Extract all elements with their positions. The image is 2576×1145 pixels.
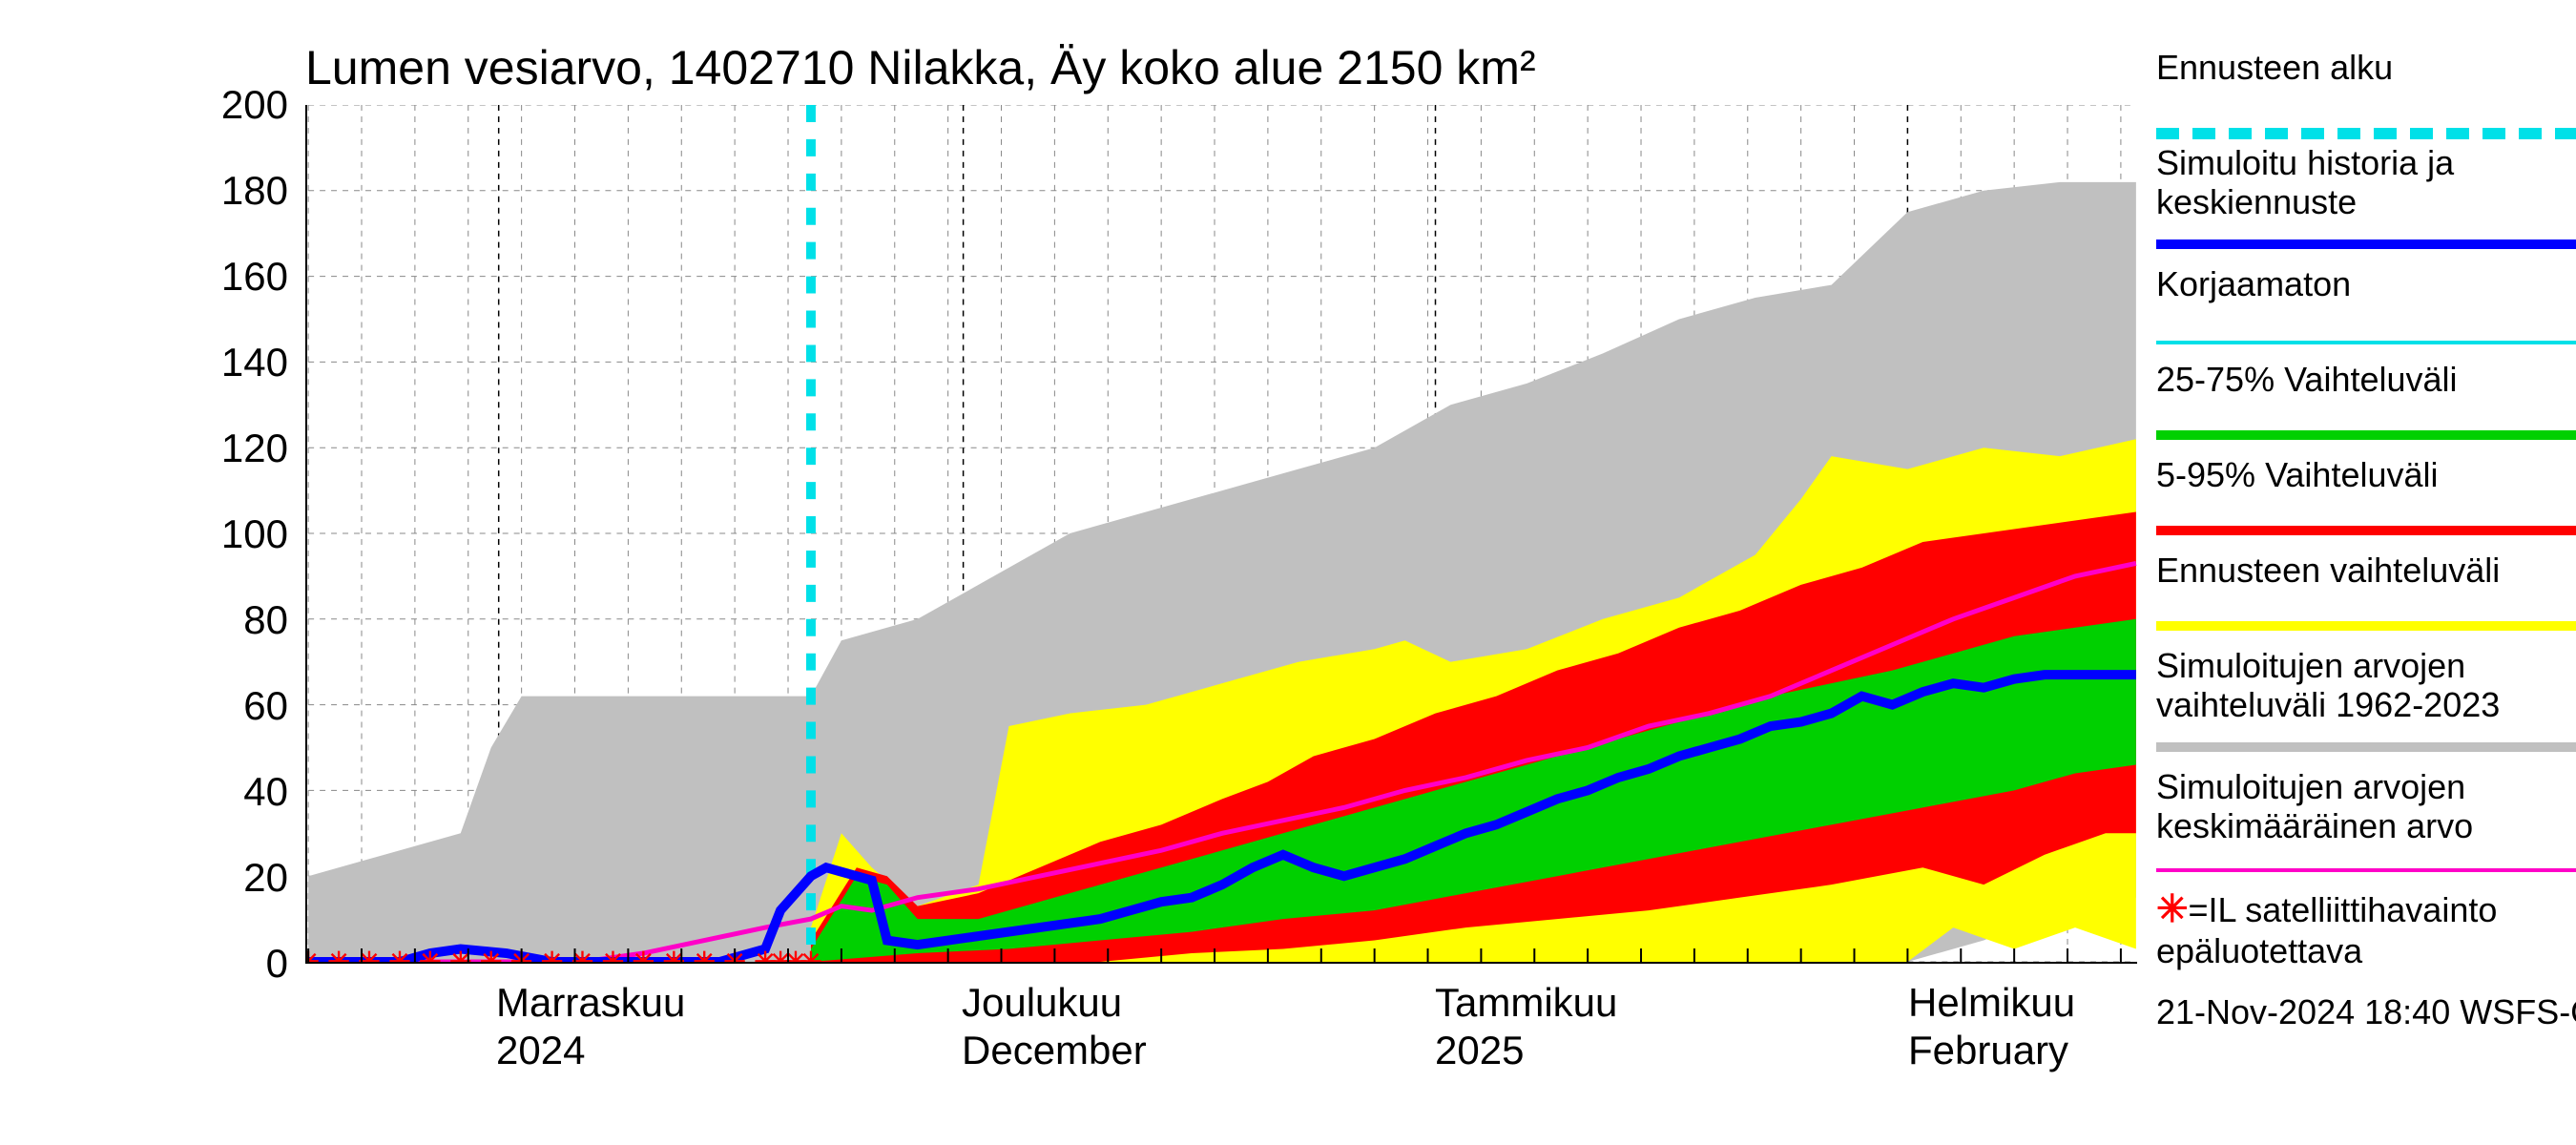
legend-label: Simuloitujen arvojen vaihteluväli 1962-2…: [2156, 646, 2576, 725]
x-tick-label: HelmikuuFebruary: [1908, 969, 2075, 1075]
legend-swatch: [2156, 430, 2576, 440]
legend-label: Simuloitujen arvojen keskimääräinen arvo: [2156, 767, 2576, 846]
legend-label: =IL satelliittihavainto epäluotettava: [2156, 890, 2497, 970]
x-tick-label: Marraskuu2024: [496, 969, 685, 1075]
x-tick-label: Tammikuu2025: [1435, 969, 1617, 1075]
legend-label: Ennusteen alku: [2156, 48, 2576, 87]
legend-label: 25-75% Vaihteluväli: [2156, 360, 2576, 399]
y-tick-label: 160: [221, 254, 305, 300]
x-tick-label: JoulukuuDecember: [962, 969, 1147, 1075]
legend-entry: Simuloitujen arvojen vaihteluväli 1962-2…: [2156, 646, 2576, 760]
y-tick-label: 100: [221, 511, 305, 557]
legend-entry: Ennusteen vaihteluväli: [2156, 551, 2576, 638]
plot-area: ✳✳✳✳✳✳✳✳✳✳✳✳✳✳✳✳✳✳✳: [305, 105, 2137, 964]
legend-swatch: [2156, 621, 2576, 631]
legend-entry: Korjaamaton: [2156, 264, 2576, 352]
legend-swatch: [2156, 868, 2576, 872]
legend-label: Simuloitu historia ja keskiennuste: [2156, 143, 2576, 222]
legend-swatch: [2156, 239, 2576, 249]
legend-label: 5-95% Vaihteluväli: [2156, 455, 2576, 494]
legend-entry: 5-95% Vaihteluväli: [2156, 455, 2576, 543]
chart-title: Lumen vesiarvo, 1402710 Nilakka, Äy koko…: [305, 40, 1536, 95]
asterisk-icon: ✳: [2156, 888, 2189, 930]
svg-text:✳: ✳: [419, 947, 441, 962]
y-tick-label: 60: [243, 683, 305, 729]
legend-entry: Simuloitu historia ja keskiennuste: [2156, 143, 2576, 257]
legend-entry: ✳=IL satelliittihavainto epäluotettava: [2156, 887, 2576, 970]
y-tick-label: 120: [221, 426, 305, 471]
legend-label: Korjaamaton: [2156, 264, 2576, 303]
svg-text:✳: ✳: [541, 947, 563, 962]
legend-entry: Ennusteen alku: [2156, 48, 2576, 135]
svg-text:✳: ✳: [327, 947, 349, 962]
y-tick-label: 40: [243, 769, 305, 815]
svg-text:✳: ✳: [694, 947, 716, 962]
legend-swatch: [2156, 742, 2576, 752]
y-tick-label: 140: [221, 340, 305, 385]
svg-text:✳: ✳: [388, 947, 410, 962]
legend-entry: 25-75% Vaihteluväli: [2156, 360, 2576, 448]
legend-entry: Simuloitujen arvojen keskimääräinen arvo: [2156, 767, 2576, 881]
legend-swatch: [2156, 341, 2576, 344]
svg-text:✳: ✳: [800, 947, 821, 962]
legend: Ennusteen alku Simuloitu historia ja kesk…: [2156, 48, 2576, 979]
legend-label: Ennusteen vaihteluväli: [2156, 551, 2576, 590]
svg-text:✳: ✳: [633, 947, 654, 962]
footer-timestamp: 21-Nov-2024 18:40 WSFS-O: [2156, 992, 2576, 1032]
y-tick-label: 200: [221, 82, 305, 128]
svg-text:✳: ✳: [602, 947, 624, 962]
y-tick-label: 0: [266, 941, 305, 987]
snow-water-equiv-chart: Lumen vesiarvo / Snow water equiv. mm Lu…: [0, 0, 2576, 1145]
plot-svg: ✳✳✳✳✳✳✳✳✳✳✳✳✳✳✳✳✳✳✳: [307, 105, 2137, 962]
y-tick-label: 180: [221, 168, 305, 214]
legend-swatch: [2156, 526, 2576, 535]
svg-text:✳: ✳: [480, 947, 502, 962]
y-tick-label: 20: [243, 855, 305, 901]
y-tick-label: 80: [243, 597, 305, 643]
